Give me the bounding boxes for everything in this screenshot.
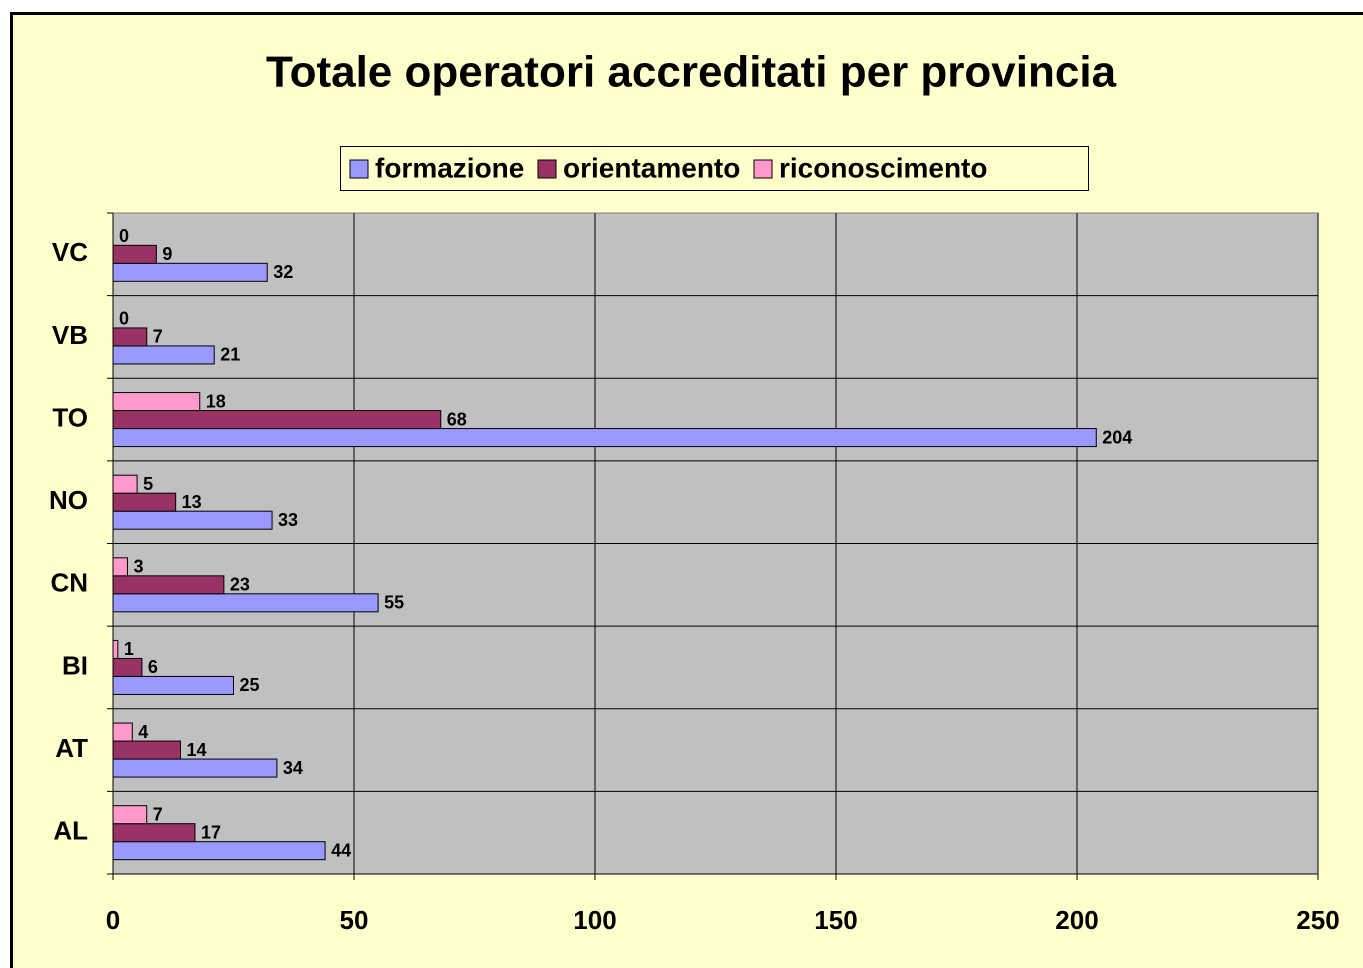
data-label: 18	[206, 391, 226, 411]
legend-label: orientamento	[563, 152, 740, 183]
legend-swatch	[537, 159, 557, 179]
y-tick-label: VC	[52, 237, 88, 267]
x-tick-label: 50	[340, 905, 369, 935]
bar	[112, 474, 138, 494]
bar	[112, 722, 133, 742]
legend-swatch	[753, 159, 773, 179]
data-label: 14	[186, 740, 206, 760]
bar	[112, 575, 225, 595]
data-label: 44	[331, 840, 351, 860]
data-label: 0	[119, 309, 129, 329]
data-label: 32	[273, 262, 293, 282]
bar	[112, 841, 326, 861]
data-label: 7	[153, 327, 163, 347]
data-label: 33	[278, 510, 298, 530]
data-label: 9	[162, 244, 172, 264]
y-tick-label: AL	[53, 816, 88, 846]
bar	[112, 758, 278, 778]
bar	[112, 262, 268, 282]
legend-swatch	[349, 159, 369, 179]
bar	[112, 675, 234, 695]
bar	[112, 244, 157, 264]
data-label: 55	[384, 593, 404, 613]
data-label: 13	[182, 492, 202, 512]
y-tick-label: CN	[50, 568, 88, 598]
data-label: 3	[133, 557, 143, 577]
legend-label: formazione	[375, 152, 524, 183]
data-label: 68	[447, 409, 467, 429]
data-label: 23	[230, 575, 250, 595]
data-label: 5	[143, 474, 153, 494]
bar	[112, 410, 442, 430]
data-label: 34	[283, 758, 303, 778]
data-label: 0	[119, 226, 129, 246]
x-tick-label: 200	[1055, 905, 1098, 935]
data-label: 7	[153, 804, 163, 824]
x-tick-label: 150	[814, 905, 857, 935]
y-tick-label: TO	[52, 402, 88, 432]
data-label: 4	[138, 722, 148, 742]
legend-label: riconoscimento	[779, 152, 987, 183]
y-tick-label: NO	[49, 485, 88, 515]
y-tick-label: AT	[55, 733, 88, 763]
bar	[112, 740, 181, 760]
bar	[112, 823, 196, 843]
bar	[112, 557, 128, 577]
bar	[112, 392, 201, 412]
data-label: 25	[240, 675, 260, 695]
chart-title: Totale operatori accreditati per provinc…	[266, 48, 1117, 97]
data-label: 1	[124, 639, 134, 659]
bar	[112, 593, 379, 613]
x-tick-label: 100	[573, 905, 616, 935]
x-tick-label: 250	[1296, 905, 1339, 935]
bar	[112, 805, 148, 825]
data-label: 17	[201, 822, 221, 842]
legend-box	[340, 146, 1089, 191]
data-label: 6	[148, 657, 158, 677]
y-tick-label: BI	[62, 650, 88, 680]
y-tick-label: VB	[52, 320, 88, 350]
bar	[112, 492, 177, 512]
bar	[112, 639, 119, 659]
bar	[112, 657, 143, 677]
data-label: 21	[220, 345, 240, 365]
bar	[112, 428, 1097, 448]
bar	[112, 510, 273, 530]
x-tick-label: 0	[106, 905, 120, 935]
bar	[112, 327, 148, 347]
bar	[112, 345, 215, 365]
data-label: 204	[1102, 427, 1132, 447]
